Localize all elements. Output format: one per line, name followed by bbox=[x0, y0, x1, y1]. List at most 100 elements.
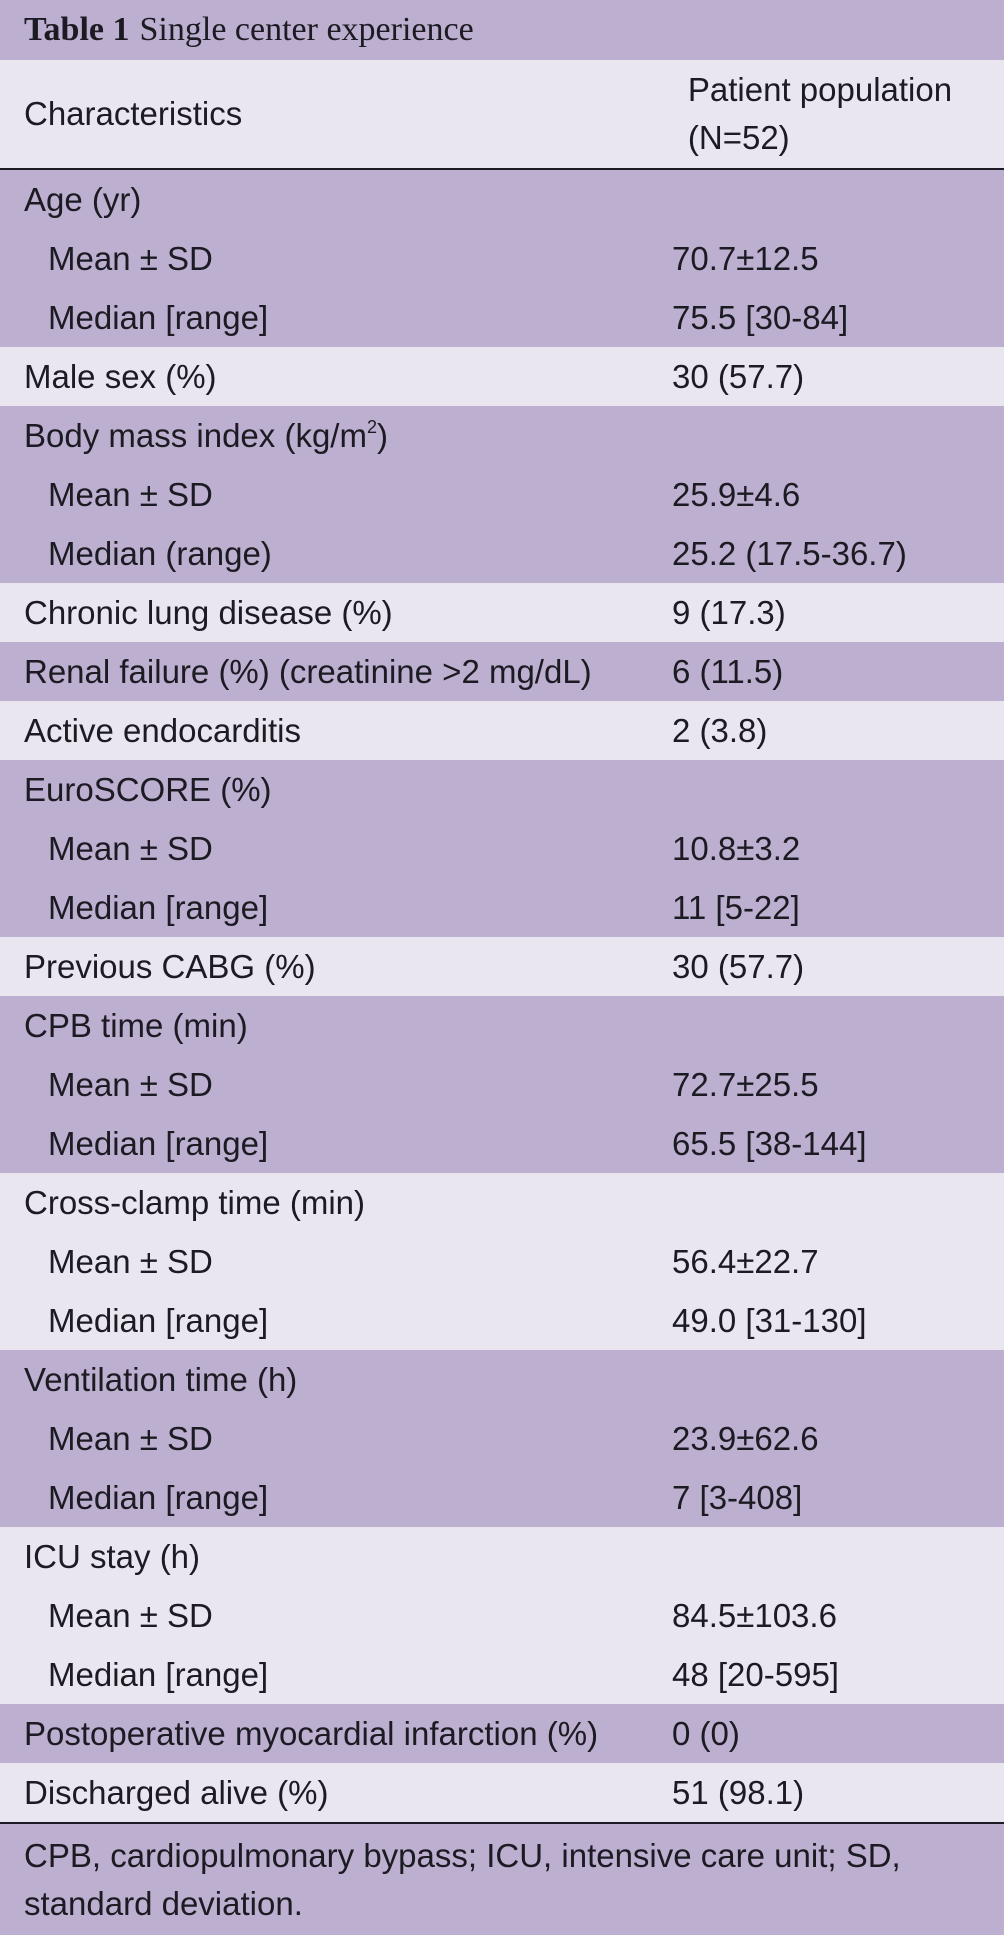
row-label: Discharged alive (%) bbox=[24, 1773, 329, 1811]
table-row: Mean ± SD 70.7±12.5 bbox=[0, 229, 1004, 288]
row-value: 30 (57.7) bbox=[672, 947, 805, 985]
row-label: Mean ± SD bbox=[48, 829, 213, 867]
table-row: Male sex (%) 30 (57.7) bbox=[0, 347, 1004, 406]
row-group: CPB time (min) Mean ± SD 72.7±25.5 Median [… bbox=[0, 996, 1004, 1173]
row-value: 2 (3.8) bbox=[672, 711, 768, 749]
row-group: ICU stay (h) Mean ± SD 84.5±103.6 Median [r… bbox=[0, 1527, 1004, 1704]
row-label: Median [range] bbox=[48, 1478, 269, 1516]
table-row: Median [range] 49.0 [31-130] bbox=[0, 1291, 1004, 1350]
row-label: Mean ± SD bbox=[48, 475, 213, 513]
table-row: CPB time (min) bbox=[0, 996, 1004, 1055]
row-group: EuroSCORE (%) Mean ± SD 10.8±3.2 Median [ra… bbox=[0, 760, 1004, 937]
row-value: 10.8±3.2 bbox=[672, 829, 801, 867]
row-label: Mean ± SD bbox=[48, 239, 213, 277]
row-value: 72.7±25.5 bbox=[672, 1065, 819, 1103]
row-label-cell: Active endocarditis bbox=[0, 712, 672, 750]
table-row: Median [range] 65.5 [38-144] bbox=[0, 1114, 1004, 1173]
row-label: Chronic lung disease (%) bbox=[24, 593, 393, 631]
row-label: CPB time (min) bbox=[24, 1006, 248, 1044]
row-value: 49.0 [31-130] bbox=[672, 1301, 867, 1339]
row-label-cell: Mean ± SD bbox=[0, 1420, 672, 1458]
row-label-cell: Chronic lung disease (%) bbox=[0, 594, 672, 632]
row-group: Age (yr) Mean ± SD 70.7±12.5 Median [range]… bbox=[0, 170, 1004, 347]
table-row: Chronic lung disease (%) 9 (17.3) bbox=[0, 583, 1004, 642]
row-value: 7 [3-408] bbox=[672, 1478, 803, 1516]
row-value: 23.9±62.6 bbox=[672, 1419, 819, 1457]
row-value: 9 (17.3) bbox=[672, 593, 786, 631]
row-group: Previous CABG (%) 30 (57.7) bbox=[0, 937, 1004, 996]
row-label-cell: Median [range] bbox=[0, 889, 672, 927]
row-group: Postoperative myocardial infarction (%) 0… bbox=[0, 1704, 1004, 1763]
row-label: Renal failure (%) (creatinine >2 mg/dL) bbox=[24, 652, 592, 690]
table-row: Previous CABG (%) 30 (57.7) bbox=[0, 937, 1004, 996]
row-label: Previous CABG (%) bbox=[24, 947, 316, 985]
row-value: 25.9±4.6 bbox=[672, 475, 801, 513]
row-label-cell: Discharged alive (%) bbox=[0, 1774, 672, 1812]
row-label-cell: Mean ± SD bbox=[0, 476, 672, 514]
table-row: Mean ± SD 84.5±103.6 bbox=[0, 1586, 1004, 1645]
row-label: Median [range] bbox=[48, 298, 269, 336]
row-label-cell: CPB time (min) bbox=[0, 1007, 672, 1045]
row-value: 0 (0) bbox=[672, 1714, 740, 1752]
row-label-cell: Median (range) bbox=[0, 535, 672, 573]
row-label: Male sex (%) bbox=[24, 357, 217, 395]
header-characteristics: Characteristics bbox=[24, 95, 243, 132]
row-label: Ventilation time (h) bbox=[24, 1360, 298, 1398]
row-value: 51 (98.1) bbox=[672, 1773, 805, 1811]
row-value: 30 (57.7) bbox=[672, 357, 805, 395]
table-row: Median [range] 7 [3-408] bbox=[0, 1468, 1004, 1527]
table-row: Ventilation time (h) bbox=[0, 1350, 1004, 1409]
row-label: Median [range] bbox=[48, 1655, 269, 1693]
row-group: Male sex (%) 30 (57.7) bbox=[0, 347, 1004, 406]
row-label-cell: Median [range] bbox=[0, 1302, 672, 1340]
row-value: 11 [5-22] bbox=[672, 888, 800, 926]
table-number: Table 1 bbox=[24, 11, 130, 48]
row-label: Mean ± SD bbox=[48, 1065, 213, 1103]
table-row: Median [range] 11 [5-22] bbox=[0, 878, 1004, 937]
row-value: 70.7±12.5 bbox=[672, 239, 819, 277]
row-label-superscript: 2 bbox=[366, 416, 377, 437]
row-label-cell: Mean ± SD bbox=[0, 830, 672, 868]
row-group: Ventilation time (h) Mean ± SD 23.9±62.6 Me… bbox=[0, 1350, 1004, 1527]
table-row: ICU stay (h) bbox=[0, 1527, 1004, 1586]
row-label-cell: ICU stay (h) bbox=[0, 1538, 672, 1576]
row-value: 56.4±22.7 bbox=[672, 1242, 819, 1280]
table-footnote: CPB, cardiopulmonary bypass; ICU, intens… bbox=[0, 1822, 1004, 1935]
row-label-cell: Median [range] bbox=[0, 1656, 672, 1694]
table-row: Discharged alive (%) 51 (98.1) bbox=[0, 1763, 1004, 1822]
row-value: 25.2 (17.5-36.7) bbox=[672, 534, 907, 572]
table-row: Postoperative myocardial infarction (%) 0… bbox=[0, 1704, 1004, 1763]
row-label-cell: Mean ± SD bbox=[0, 1597, 672, 1635]
table-row: Age (yr) bbox=[0, 170, 1004, 229]
row-label: Age (yr) bbox=[24, 180, 142, 218]
row-label-cell: Cross-clamp time (min) bbox=[0, 1184, 672, 1222]
row-label-suffix: ) bbox=[376, 416, 388, 454]
table-body: Age (yr) Mean ± SD 70.7±12.5 Median [range]… bbox=[0, 170, 1004, 1822]
row-label-cell: Median [range] bbox=[0, 1479, 672, 1517]
table-row: Mean ± SD 10.8±3.2 bbox=[0, 819, 1004, 878]
row-label: Mean ± SD bbox=[48, 1419, 213, 1457]
row-label: Mean ± SD bbox=[48, 1596, 213, 1634]
table-caption: Table 1 Single center experience bbox=[0, 0, 1004, 60]
row-label-cell: Median [range] bbox=[0, 1125, 672, 1163]
table-row: Median [range] 48 [20-595] bbox=[0, 1645, 1004, 1704]
header-col2-line2: (N=52) bbox=[687, 119, 790, 156]
row-label: Median [range] bbox=[48, 1301, 269, 1339]
row-label: Mean ± SD bbox=[48, 1242, 213, 1280]
row-label-cell: EuroSCORE (%) bbox=[0, 771, 672, 809]
row-label: Active endocarditis bbox=[24, 711, 301, 749]
row-value: 48 [20-595] bbox=[672, 1655, 839, 1693]
row-label: ICU stay (h) bbox=[24, 1537, 201, 1575]
row-label-cell: Renal failure (%) (creatinine >2 mg/dL) bbox=[0, 653, 672, 691]
row-group: Body mass index (kg/m2) Mean ± SD 25.9±4.6… bbox=[0, 406, 1004, 583]
row-label-cell: Mean ± SD bbox=[0, 240, 672, 278]
row-label-cell: Mean ± SD bbox=[0, 1243, 672, 1281]
row-group: Renal failure (%) (creatinine >2 mg/dL) 6… bbox=[0, 642, 1004, 701]
table-header: Characteristics Patient population (N=52… bbox=[0, 60, 1004, 170]
row-label-cell: Age (yr) bbox=[0, 181, 672, 219]
table-row: Median [range] 75.5 [30-84] bbox=[0, 288, 1004, 347]
row-label: Median [range] bbox=[48, 1124, 269, 1162]
row-label-cell: Postoperative myocardial infarction (%) bbox=[0, 1715, 672, 1753]
row-value: 6 (11.5) bbox=[672, 652, 784, 690]
row-label: Cross-clamp time (min) bbox=[24, 1183, 366, 1221]
